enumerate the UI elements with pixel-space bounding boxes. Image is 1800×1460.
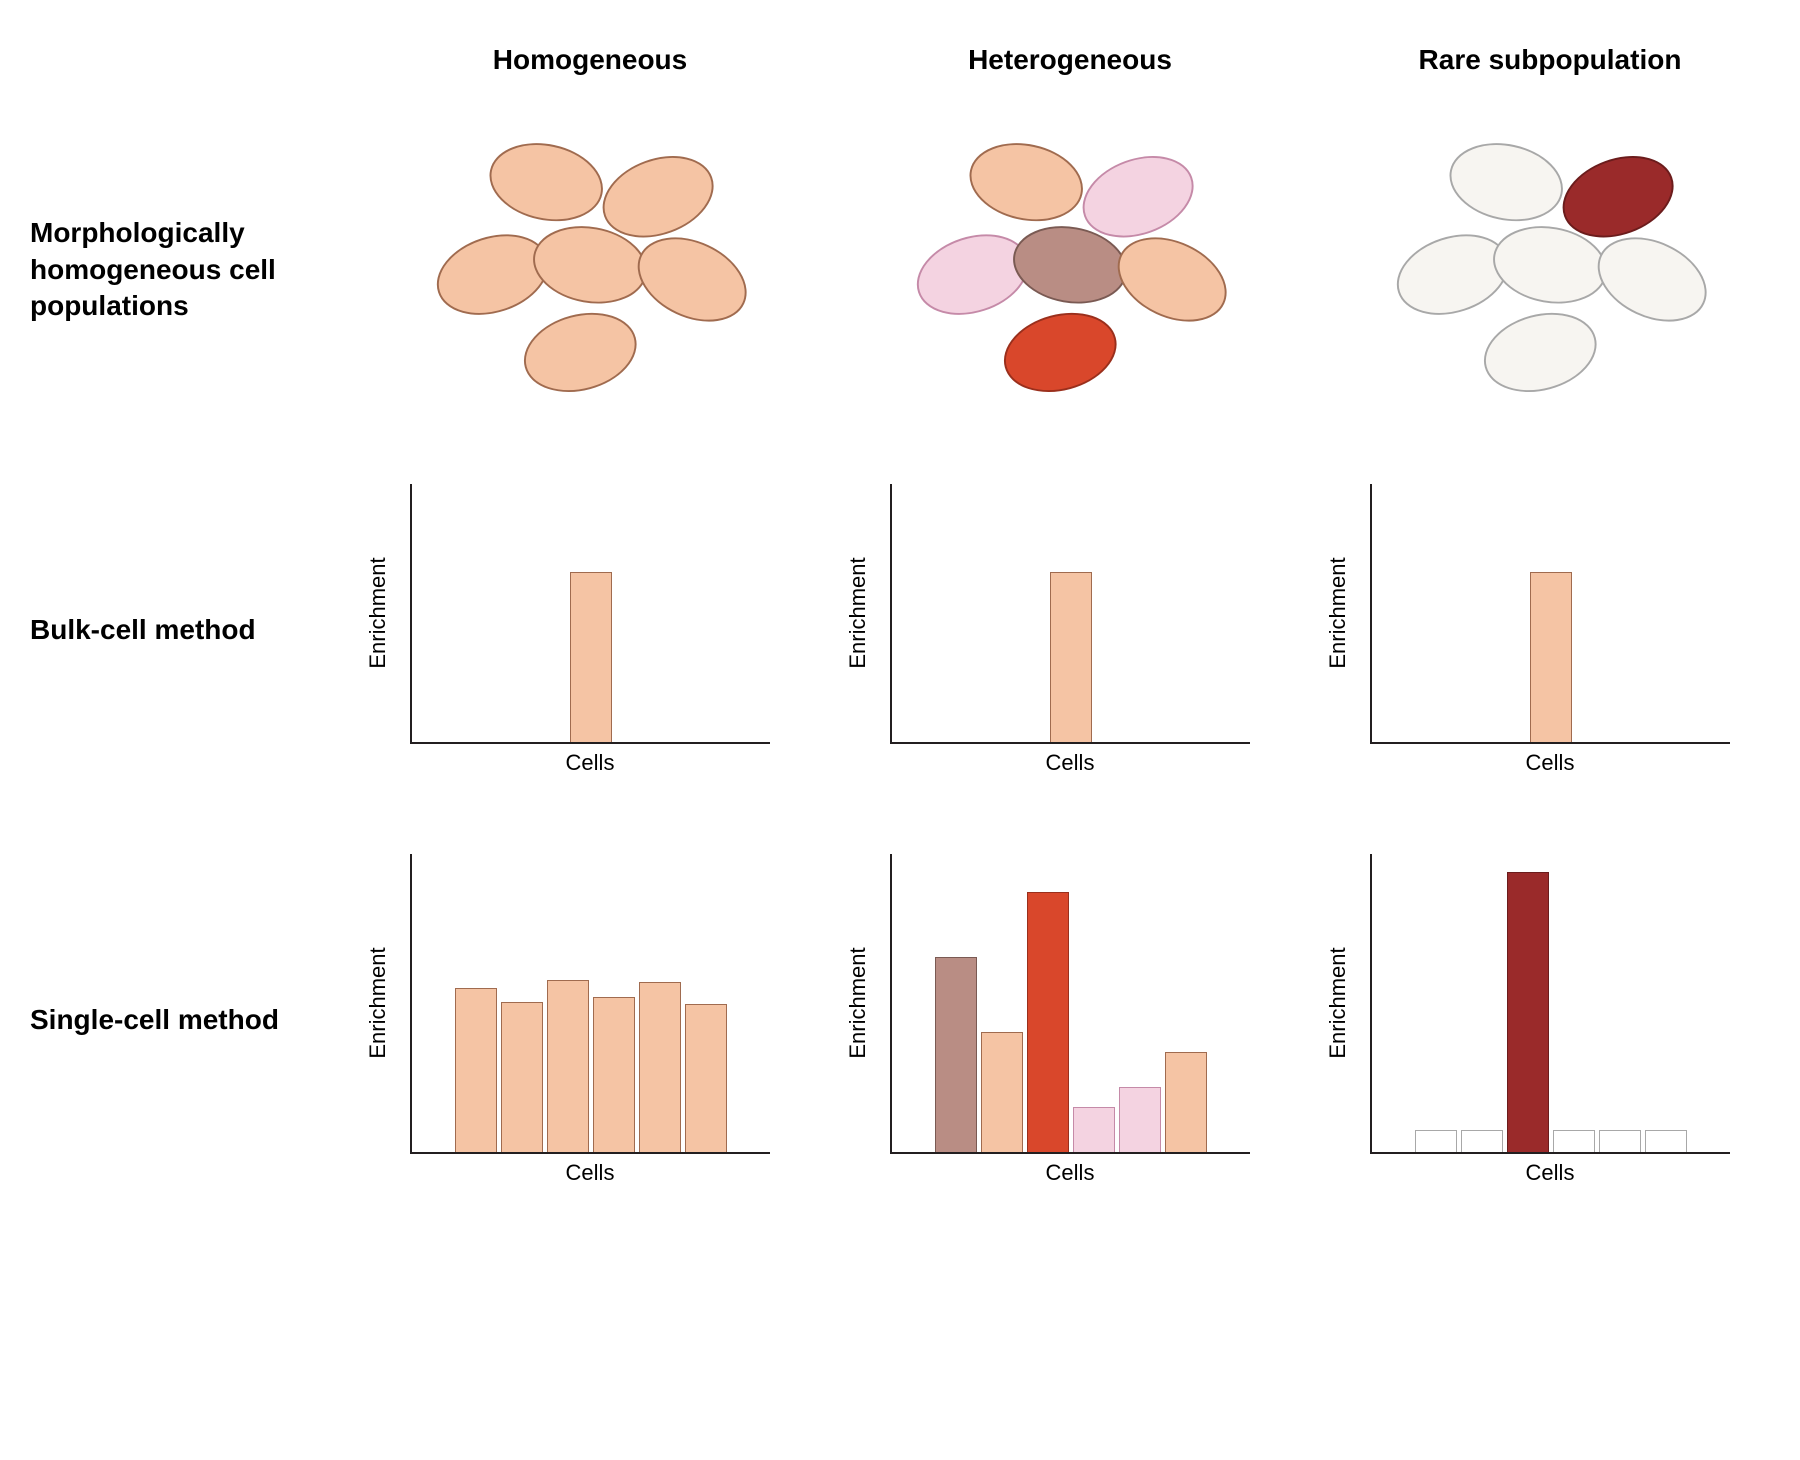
bar [1507, 872, 1549, 1152]
chart: Enrichment Cells [890, 484, 1250, 776]
bar [593, 997, 635, 1152]
bar [1415, 1130, 1457, 1152]
column-header-homogeneous: Homogeneous [370, 44, 810, 76]
column-header-rare: Rare subpopulation [1330, 44, 1770, 76]
bar [981, 1032, 1023, 1152]
y-axis-label: Enrichment [845, 557, 871, 668]
bar [935, 957, 977, 1152]
cell-ellipse [996, 302, 1124, 403]
row-label-single: Single-cell method [30, 1002, 330, 1038]
bar [547, 980, 589, 1152]
bar [501, 1002, 543, 1152]
bar [1645, 1130, 1687, 1152]
cell-ellipse [1443, 134, 1569, 230]
bar [455, 988, 497, 1152]
bar [639, 982, 681, 1152]
chart: Enrichment Cells [410, 854, 770, 1186]
cell-cluster-rare [1330, 110, 1770, 430]
cell-cluster-heterogeneous [850, 110, 1290, 430]
chart-plot-area: Enrichment [1370, 484, 1730, 744]
cell-ellipse [516, 302, 644, 403]
y-axis-label: Enrichment [1325, 947, 1351, 1058]
row-label-cells: Morphologically homogeneous cell populat… [30, 215, 330, 324]
chart: Enrichment Cells [1370, 854, 1730, 1186]
chart-plot-area: Enrichment [890, 484, 1250, 744]
bar [1461, 1130, 1503, 1152]
bar [1027, 892, 1069, 1152]
bar [1530, 572, 1572, 742]
x-axis-label: Cells [1370, 1160, 1730, 1186]
bar [1553, 1130, 1595, 1152]
cell-ellipse [1476, 302, 1604, 403]
row-label-bulk: Bulk-cell method [30, 612, 330, 648]
y-axis-label: Enrichment [845, 947, 871, 1058]
x-axis-label: Cells [890, 750, 1250, 776]
cell-ellipse [1105, 222, 1239, 337]
y-axis-label: Enrichment [365, 557, 391, 668]
bar [1165, 1052, 1207, 1152]
bar [570, 572, 612, 742]
chart-plot-area: Enrichment [1370, 854, 1730, 1154]
cell-ellipse [483, 134, 609, 230]
bar [1599, 1130, 1641, 1152]
x-axis-label: Cells [410, 750, 770, 776]
chart-plot-area: Enrichment [410, 854, 770, 1154]
x-axis-label: Cells [410, 1160, 770, 1186]
x-axis-label: Cells [1370, 750, 1730, 776]
bar [1073, 1107, 1115, 1152]
chart: Enrichment Cells [410, 484, 770, 776]
cell-ellipse [625, 222, 759, 337]
y-axis-label: Enrichment [1325, 557, 1351, 668]
figure-grid: Homogeneous Heterogeneous Rare subpopulati… [30, 30, 1770, 1210]
column-header-heterogeneous: Heterogeneous [850, 44, 1290, 76]
cell-ellipse [1585, 222, 1719, 337]
chart: Enrichment Cells [1370, 484, 1730, 776]
bar [1119, 1087, 1161, 1152]
bar [685, 1004, 727, 1152]
chart-plot-area: Enrichment [890, 854, 1250, 1154]
x-axis-label: Cells [890, 1160, 1250, 1186]
bar [1050, 572, 1092, 742]
chart-plot-area: Enrichment [410, 484, 770, 744]
cell-cluster-homogeneous [370, 110, 810, 430]
chart: Enrichment Cells [890, 854, 1250, 1186]
cell-ellipse [963, 134, 1089, 230]
y-axis-label: Enrichment [365, 947, 391, 1058]
